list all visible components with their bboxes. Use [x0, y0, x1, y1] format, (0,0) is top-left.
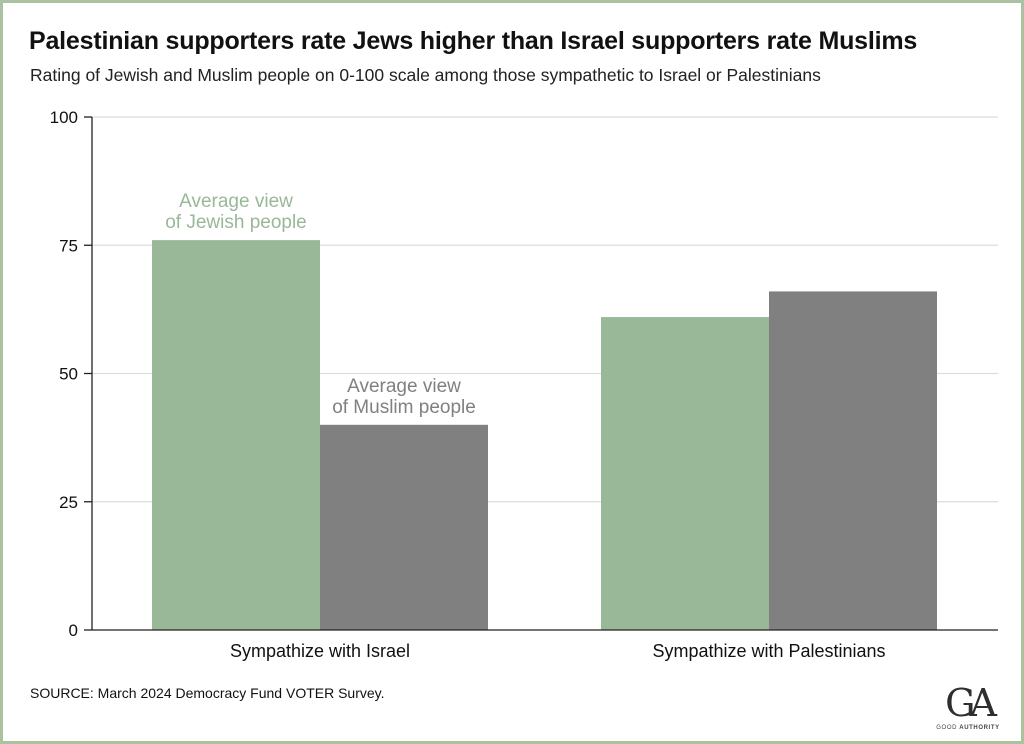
- x-category-label-0: Sympathize with Israel: [230, 641, 410, 661]
- bar-muslim-1: [769, 291, 937, 630]
- good-authority-logo: GA GOOD AUTHORITY: [936, 683, 1000, 735]
- y-tick-label-75: 75: [59, 236, 78, 255]
- x-category-label-1: Sympathize with Palestinians: [652, 641, 885, 661]
- logo-mark: GA: [945, 681, 997, 725]
- bar-jewish-0: [152, 240, 320, 630]
- bar-muslim-0: [320, 424, 488, 630]
- annotation-muslim-line-1: of Muslim people: [332, 397, 476, 418]
- annotation-jewish-line-1: of Jewish people: [165, 212, 307, 233]
- y-tick-label-25: 25: [59, 493, 78, 512]
- logo-wordmark: GOOD AUTHORITY: [936, 725, 1000, 731]
- annotation-muslim-line-0: Average view: [347, 376, 461, 397]
- annotation-jewish-line-0: Average view: [179, 191, 293, 212]
- y-tick-label-0: 0: [69, 621, 78, 640]
- chart-subtitle: Rating of Jewish and Muslim people on 0-…: [30, 65, 821, 85]
- chart-title: Palestinian supporters rate Jews higher …: [29, 27, 918, 55]
- source-note: SOURCE: March 2024 Democracy Fund VOTER …: [30, 685, 385, 701]
- y-tick-label-50: 50: [59, 365, 78, 384]
- y-tick-label-100: 100: [50, 108, 78, 127]
- bar-jewish-1: [601, 317, 769, 630]
